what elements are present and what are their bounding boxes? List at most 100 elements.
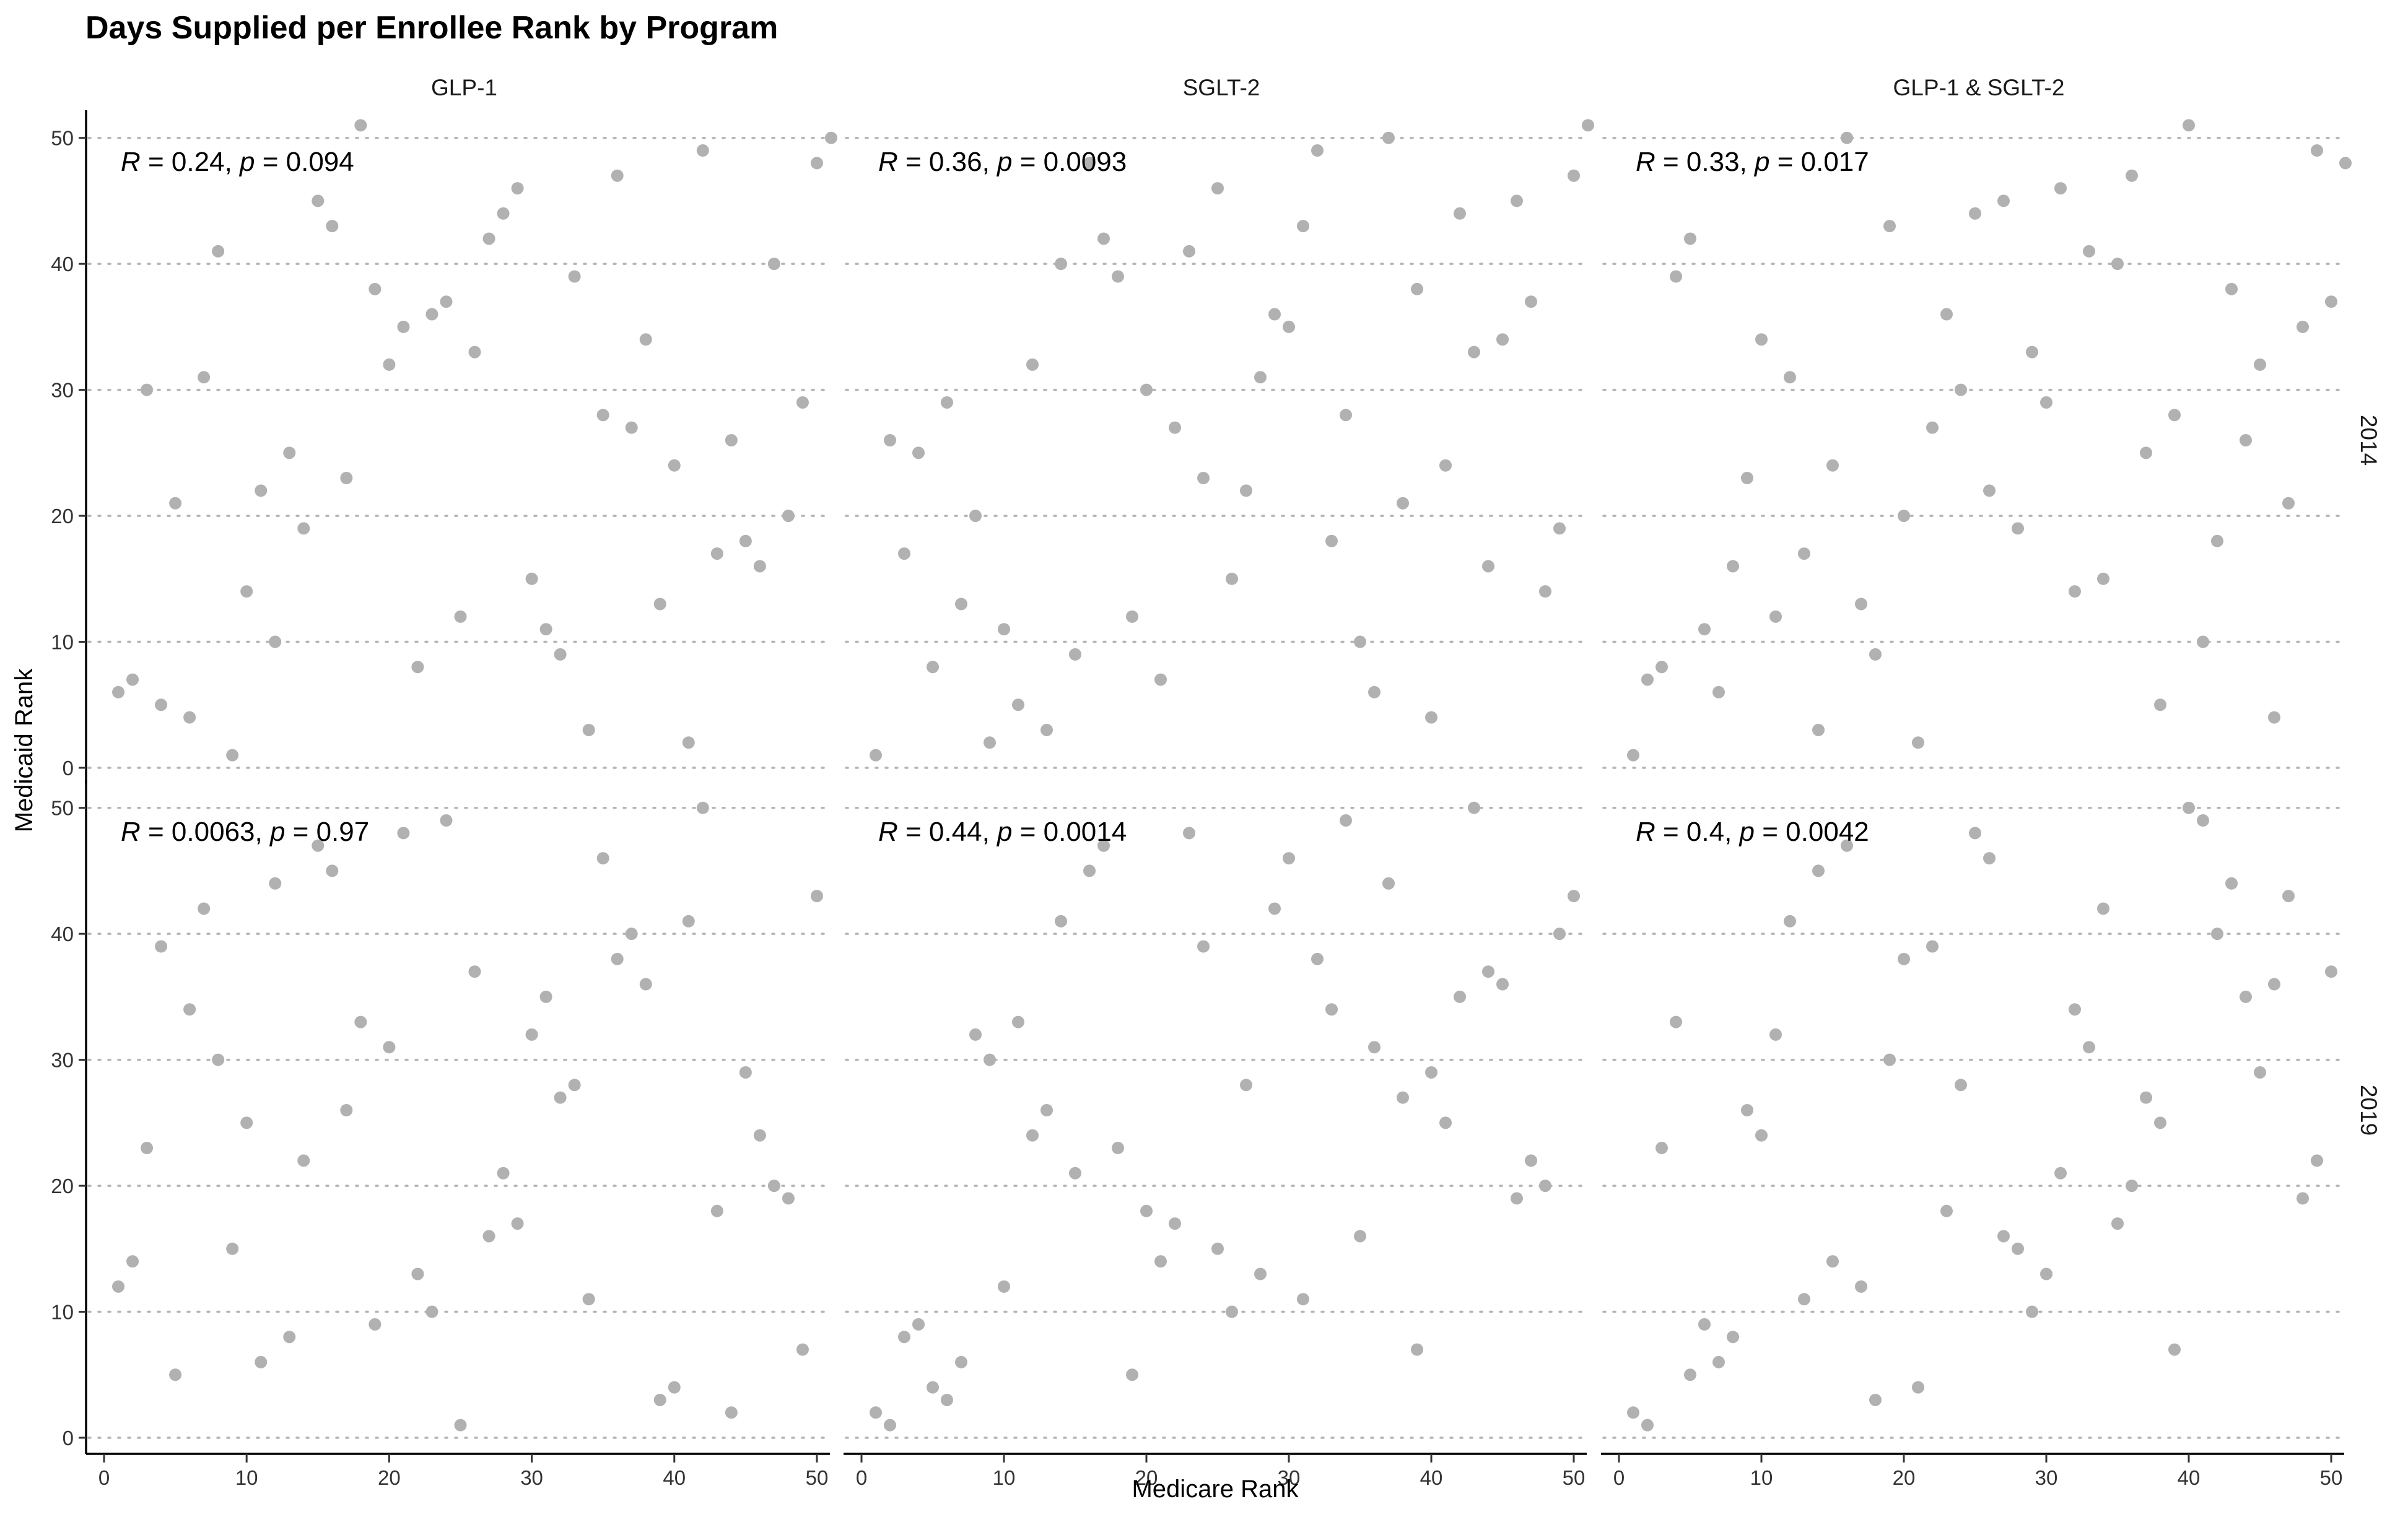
data-point [1656,1142,1668,1155]
stat-symbol: p [1738,817,1755,847]
data-point [212,245,225,258]
data-point [1368,1041,1381,1054]
data-point [1211,182,1224,195]
y-tick-label: 20 [51,505,74,528]
data-point [454,610,467,623]
data-point [1769,1028,1782,1041]
data-point [653,598,666,611]
data-point [126,1255,139,1268]
column-strip-label: SGLT-2 [1183,75,1260,100]
stat-symbol: R [121,147,141,177]
data-point [1755,1129,1768,1142]
data-point [1112,270,1124,283]
data-point [1169,421,1181,434]
data-point [682,736,695,749]
x-tick-label: 20 [378,1466,401,1489]
data-point [582,1293,595,1306]
data-point [1325,1003,1338,1016]
data-point [596,852,609,865]
data-point [2268,711,2280,724]
data-point [1525,1154,1537,1167]
data-point [1983,484,1996,497]
data-point [155,698,168,711]
data-point [2111,258,2124,271]
data-point [1826,459,1839,472]
data-point [1641,1419,1654,1432]
data-point [668,1381,681,1394]
data-point [297,522,310,535]
data-point [1940,1204,1953,1217]
data-point [2183,801,2195,814]
stat-value: = 0.97 [285,817,369,847]
x-tick-label: 50 [1563,1466,1586,1489]
data-point [639,333,652,346]
data-point [2268,978,2280,991]
data-point [2040,1267,2052,1280]
data-point [141,383,154,396]
x-tick-label: 20 [1893,1466,1916,1489]
data-point [112,1280,125,1293]
data-point [1582,119,1594,132]
x-tick-label: 30 [1278,1466,1301,1489]
data-point [1997,1230,2010,1243]
data-point [2225,282,2238,295]
data-point [1268,308,1281,321]
data-point [198,371,211,384]
facet-panel: 0 10 20 30 40 50 R = 0.24, p = 0.094 [51,110,837,784]
data-point [1553,522,1566,535]
data-point [1568,169,1580,182]
y-tick-label: 20 [51,1175,74,1198]
stat-symbol: R [121,817,141,847]
data-point [1240,484,1252,497]
data-point [1140,383,1153,396]
data-point [1898,510,1910,523]
data-point [1482,965,1494,978]
data-point [1368,685,1381,698]
data-point [984,1053,996,1066]
x-tick-label: 40 [2178,1466,2201,1489]
data-point [1268,902,1281,915]
data-point [2040,396,2052,409]
data-point [1670,1015,1682,1028]
data-point [2026,1305,2038,1318]
x-tick-label: 20 [1135,1466,1158,1489]
data-point [2168,409,2181,422]
data-point [126,673,139,686]
data-point [2069,1003,2081,1016]
data-point [2311,144,2323,157]
stat-symbol: p [269,817,285,847]
data-point [1325,534,1338,547]
data-point [1397,497,1409,510]
data-point [1154,673,1167,686]
stat-value: = 0.017 [1770,147,1869,177]
y-tick-label: 30 [51,1049,74,1072]
data-point [1983,852,1996,865]
data-point [2012,522,2024,535]
x-tick-label: 40 [663,1466,686,1489]
data-point [568,1079,581,1092]
data-point [739,534,752,547]
data-point [1869,648,1882,661]
chart-title: Days Supplied per Enrollee Rank by Progr… [85,10,778,46]
data-point [1912,736,1924,749]
data-point [898,547,910,560]
data-point [1798,547,1810,560]
data-point [1397,1091,1409,1104]
data-point [1439,1116,1452,1129]
data-point [440,295,453,308]
correlation-annotation: R = 0.44, p = 0.0014 [878,817,1127,847]
data-point [326,864,339,877]
data-point [1083,157,1096,170]
x-tick-label: 30 [520,1466,543,1489]
data-point [1656,661,1668,674]
data-point [1539,585,1551,598]
data-point [2054,182,2067,195]
correlation-annotation: R = 0.0063, p = 0.97 [121,817,369,847]
data-point [369,282,382,295]
data-point [141,1142,154,1155]
data-point [369,1318,382,1331]
column-strip-label: GLP-1 [431,75,497,100]
data-point [468,346,481,359]
stat-symbol: p [996,817,1012,847]
